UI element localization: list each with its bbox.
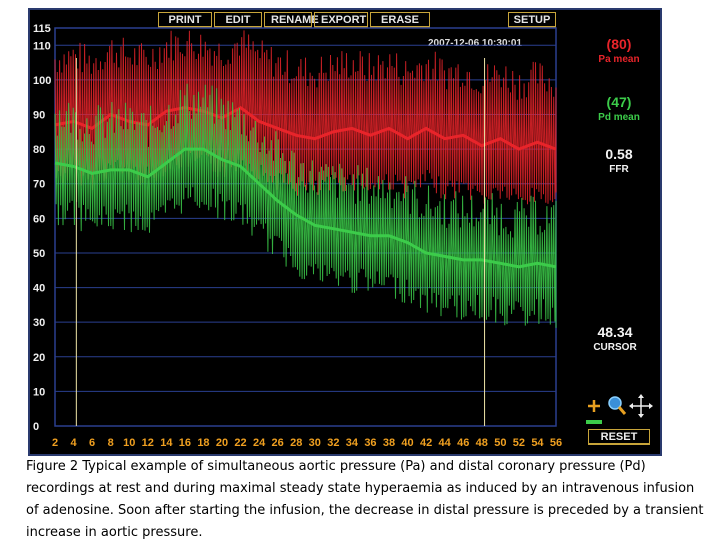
x-tick-label: 24 xyxy=(253,437,266,449)
zoom-slider-icon[interactable] xyxy=(586,420,602,424)
x-tick-label: 12 xyxy=(142,437,154,449)
pa-mean-label: Pa mean xyxy=(598,54,640,65)
x-tick-label: 52 xyxy=(513,437,525,449)
edit-button[interactable]: EDIT xyxy=(214,12,262,28)
pd-mean-value: (47) xyxy=(606,94,632,110)
x-tick-label: 20 xyxy=(216,437,228,449)
y-tick-label: 70 xyxy=(33,179,45,191)
x-tick-label: 4 xyxy=(70,437,77,449)
figure-caption: Figure 2 Typical example of simultaneous… xyxy=(26,459,704,540)
x-tick-label: 40 xyxy=(401,437,413,449)
erase-button[interactable]: ERASE xyxy=(370,12,430,28)
pa-mean-line xyxy=(54,105,557,151)
y-tick-label: 80 xyxy=(33,144,45,156)
zoom-tools xyxy=(588,394,653,418)
x-tick-label: 48 xyxy=(476,437,488,449)
print-button[interactable]: PRINT xyxy=(158,12,212,28)
export-button[interactable]: EXPORT xyxy=(314,12,368,28)
pan-arrows-icon[interactable] xyxy=(629,394,653,418)
setup-button[interactable]: SETUP xyxy=(508,12,556,28)
x-tick-label: 38 xyxy=(383,437,395,449)
y-tick-label: 115 xyxy=(33,23,51,35)
x-tick-label: 26 xyxy=(272,437,284,449)
ffr-value: 0.58 xyxy=(605,146,633,162)
y-tick-label: 30 xyxy=(33,317,45,329)
x-tick-label: 18 xyxy=(197,437,209,449)
y-tick-label: 60 xyxy=(33,213,45,225)
x-tick-label: 32 xyxy=(327,437,339,449)
y-tick-label: 20 xyxy=(33,352,45,364)
reset-button[interactable]: RESET xyxy=(588,429,650,445)
pd-mean-label: Pd mean xyxy=(598,112,640,123)
cursor-label: CURSOR xyxy=(593,342,637,353)
y-tick-label: 90 xyxy=(33,110,45,122)
y-tick-label: 10 xyxy=(33,386,45,398)
x-tick-label: 44 xyxy=(439,437,452,449)
cursor-value: 48.34 xyxy=(597,324,633,340)
x-tick-label: 8 xyxy=(108,437,114,449)
rename-button[interactable]: RENAME xyxy=(264,12,319,28)
x-tick-label: 42 xyxy=(420,437,432,449)
x-tick-label: 34 xyxy=(346,437,359,449)
y-tick-label: 0 xyxy=(33,421,39,433)
x-tick-label: 2 xyxy=(52,437,58,449)
x-tick-label: 50 xyxy=(494,437,506,449)
x-tick-label: 56 xyxy=(550,437,562,449)
x-tick-label: 14 xyxy=(160,437,173,449)
x-tick-label: 16 xyxy=(179,437,191,449)
x-tick-label: 36 xyxy=(364,437,376,449)
pd-mean-line xyxy=(54,147,557,269)
y-tick-label: 40 xyxy=(33,283,45,295)
x-tick-label: 28 xyxy=(290,437,302,449)
x-tick-label: 6 xyxy=(89,437,95,449)
pa-mean-value: (80) xyxy=(606,36,632,52)
x-tick-label: 10 xyxy=(123,437,135,449)
magnifier-icon[interactable] xyxy=(608,396,627,415)
x-tick-label: 22 xyxy=(234,437,246,449)
ffr-label: FFR xyxy=(609,164,629,175)
x-tick-label: 46 xyxy=(457,437,469,449)
pd-pulse-trace xyxy=(54,83,557,328)
x-tick-label: 54 xyxy=(531,437,544,449)
toolbar: PRINT EDIT RENAME EXPORT ERASE xyxy=(158,12,432,28)
x-tick-label: 30 xyxy=(309,437,321,449)
y-tick-label: 100 xyxy=(33,75,51,87)
zoom-in-icon[interactable] xyxy=(588,400,600,412)
y-tick-label: 110 xyxy=(33,40,51,52)
y-tick-label: 50 xyxy=(33,248,45,260)
recording-timestamp: 2007-12-06 10:30:01 xyxy=(428,38,522,49)
